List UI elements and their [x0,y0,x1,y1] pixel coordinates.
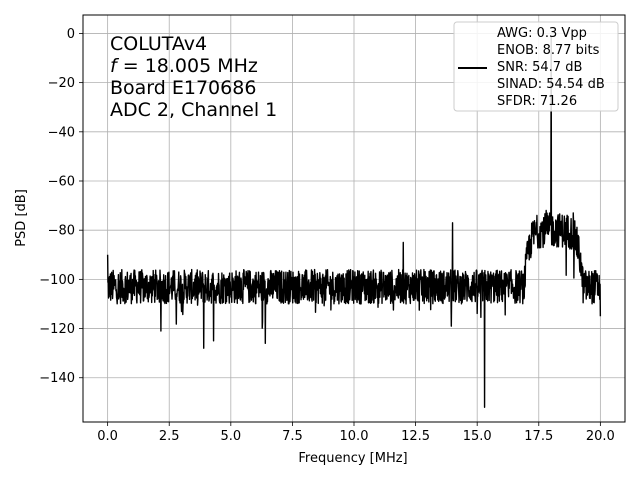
annotation-frequency: = 18.005 MHz [117,55,258,77]
x-axis: 0.0 2.5 5.0 7.5 10.0 12.5 15.0 17.5 20.0 [97,422,615,444]
y-tick-label: −60 [48,174,75,189]
x-tick-label: 12.5 [401,429,430,444]
legend-entry-4: SINAD: 54.54 dB [497,77,605,92]
series-psd [106,35,602,408]
x-axis-title: Frequency [MHz] [298,451,407,466]
y-axis-title: PSD [dB] [14,189,29,247]
annotation-line-1: COLUTAv4 [110,33,207,55]
x-tick-label: 2.5 [159,429,180,444]
y-axis: 0 −20 −40 −60 −80 −100 −120 −140 [39,27,83,386]
x-tick-label: 7.5 [282,429,303,444]
y-tick-label: −20 [48,76,75,91]
y-tick-label: −40 [48,125,75,140]
y-tick-label: −120 [39,322,75,337]
x-tick-label: 10.0 [340,429,369,444]
annotation-line-4: ADC 2, Channel 1 [110,99,277,121]
legend: AWG: 0.3 Vpp ENOB: 8.77 bits SNR: 54.7 d… [453,21,619,112]
x-tick-label: 0.0 [97,429,118,444]
annotation-variable: f [110,55,120,77]
legend-frame [453,21,619,112]
x-tick-label: 20.0 [586,429,615,444]
legend-entry-5: SFDR: 71.26 [497,94,577,109]
psd-trace [106,35,602,408]
legend-entry-1: AWG: 0.3 Vpp [497,26,587,41]
annotation-box: COLUTAv4 f = 18.005 MHz Board E170686 AD… [110,33,277,121]
y-tick-label: 0 [67,27,75,42]
y-tick-label: −80 [48,224,75,239]
annotation-line-3: Board E170686 [110,77,256,99]
legend-entry-2: ENOB: 8.77 bits [497,43,600,58]
annotation-line-2: f = 18.005 MHz [110,55,258,77]
y-tick-label: −140 [39,371,75,386]
legend-entry-3: SNR: 54.7 dB [497,60,582,75]
x-tick-label: 5.0 [220,429,241,444]
x-tick-label: 15.0 [463,429,492,444]
y-tick-label: −100 [39,273,75,288]
x-tick-label: 17.5 [524,429,553,444]
